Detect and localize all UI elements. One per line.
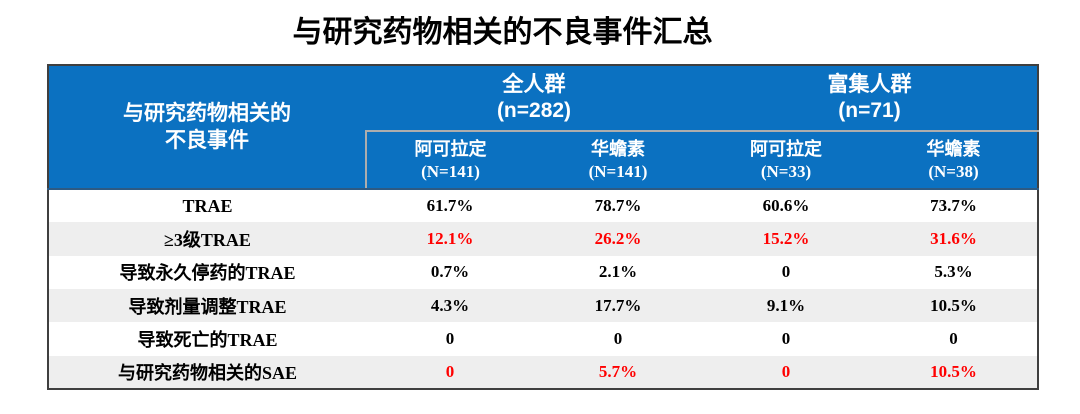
cell-value: 0.7%	[430, 262, 470, 282]
group-n-count: (n=71)	[838, 99, 901, 122]
cell-value: 0	[949, 328, 958, 348]
cell-value: 0	[613, 328, 623, 348]
drug-name: 华蟾素	[591, 139, 645, 159]
drug-name: 阿可拉定	[414, 139, 487, 159]
drug-n-count: (N=141)	[588, 162, 648, 181]
row-label: 导致剂量调整TRAE	[128, 296, 287, 317]
row-label: ≥3级TRAE	[164, 229, 251, 250]
table-row: TRAE 61.7% 78.7% 60.6% 73.7%	[48, 189, 1038, 223]
table-row: 导致死亡的TRAE 0 0 0 0	[48, 322, 1038, 356]
cell-value: 12.1%	[426, 228, 474, 248]
group-header-enriched-population: 富集人群 (n=71)	[702, 65, 1038, 131]
cell-value: 78.7%	[594, 196, 642, 216]
table-row: 与研究药物相关的SAE 0 5.7% 0 10.5%	[48, 355, 1038, 389]
table-row: 导致永久停药的TRAE 0.7% 2.1% 0 5.3%	[48, 255, 1038, 289]
cell-value: 61.7%	[426, 196, 474, 216]
page-title: 与研究药物相关的不良事件汇总	[292, 16, 713, 49]
table-row: ≥3级TRAE 12.1% 26.2% 15.2% 31.6%	[48, 222, 1038, 256]
column-header-drug1-enriched: 阿可拉定 (N=33)	[702, 130, 870, 190]
drug-n-count: (N=38)	[928, 162, 979, 181]
group-label: 全人群	[502, 73, 566, 96]
row-label: 导致永久停药的TRAE	[119, 263, 296, 284]
cell-value: 0	[781, 328, 791, 348]
row-header-line2: 不良事件	[165, 129, 249, 152]
adverse-events-table: 与研究药物相关的 不良事件 全人群 (n=282) 富集人群 (n=71) 阿可…	[47, 64, 1039, 390]
cell-value: 0	[781, 262, 791, 282]
row-header-cell: 与研究药物相关的 不良事件	[48, 65, 366, 190]
cell-value: 17.7%	[594, 295, 642, 315]
cell-value: 0	[781, 361, 791, 381]
cell-value: 2.1%	[598, 262, 638, 282]
group-label: 富集人群	[827, 73, 912, 96]
table-row: 导致剂量调整TRAE 4.3% 17.7% 9.1% 10.5%	[48, 288, 1038, 323]
drug-name: 阿可拉定	[750, 139, 822, 159]
cell-value: 4.3%	[430, 295, 470, 315]
row-label: 导致死亡的TRAE	[137, 329, 278, 350]
column-header-drug2-full: 华蟾素 (N=141)	[534, 130, 702, 190]
column-header-drug1-full: 阿可拉定 (N=141)	[365, 130, 534, 190]
drug-n-count: (N=141)	[421, 162, 480, 181]
cell-value: 60.6%	[762, 196, 810, 216]
cell-value: 73.7%	[930, 196, 977, 216]
row-header-line1: 与研究药物相关的	[123, 102, 291, 125]
group-n-count: (n=282)	[496, 99, 572, 122]
cell-value: 0	[445, 328, 455, 348]
cell-value: 5.3%	[934, 262, 973, 282]
cell-value: 0	[445, 361, 455, 381]
drug-name: 华蟾素	[926, 139, 981, 159]
cell-value: 10.5%	[930, 295, 977, 315]
row-label: TRAE	[182, 195, 233, 216]
cell-value: 31.6%	[930, 228, 977, 248]
column-header-drug2-enriched: 华蟾素 (N=38)	[870, 130, 1038, 190]
cell-value: 5.7%	[598, 361, 638, 381]
row-label: 与研究药物相关的SAE	[117, 362, 297, 383]
cell-value: 15.2%	[762, 228, 810, 248]
cell-value: 9.1%	[766, 295, 806, 315]
drug-n-count: (N=33)	[760, 162, 812, 181]
group-header-full-population: 全人群 (n=282)	[366, 65, 702, 131]
cell-value: 10.5%	[930, 361, 977, 381]
cell-value: 26.2%	[594, 228, 642, 248]
